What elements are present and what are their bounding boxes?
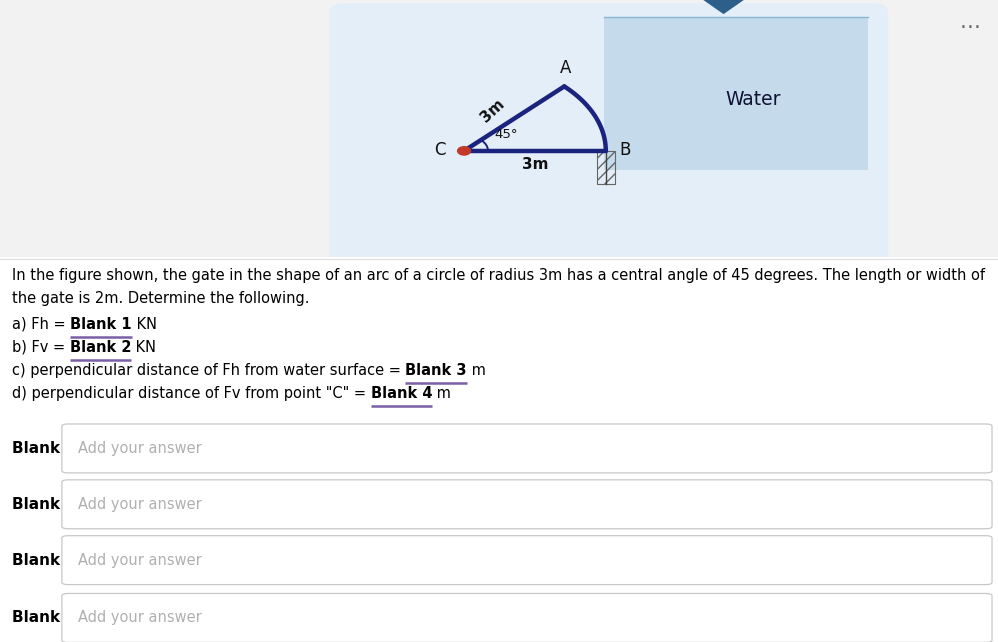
Text: C: C bbox=[434, 141, 446, 159]
Bar bbox=[604, 17, 868, 170]
Text: Blank 2: Blank 2 bbox=[70, 340, 131, 354]
Text: c) perpendicular distance of Fh from water surface =: c) perpendicular distance of Fh from wat… bbox=[12, 363, 405, 377]
Bar bbox=[597, 151, 615, 184]
Text: …: … bbox=[959, 12, 980, 31]
Text: 45°: 45° bbox=[494, 128, 518, 141]
Text: Blank 3: Blank 3 bbox=[12, 553, 76, 568]
Text: m: m bbox=[467, 363, 486, 377]
FancyBboxPatch shape bbox=[62, 424, 992, 473]
FancyBboxPatch shape bbox=[62, 535, 992, 585]
Text: 3m: 3m bbox=[477, 96, 507, 125]
Text: KN: KN bbox=[132, 317, 157, 331]
Text: Blank 1: Blank 1 bbox=[12, 441, 76, 456]
FancyBboxPatch shape bbox=[62, 593, 992, 642]
Text: d) perpendicular distance of Fv from point "C" =: d) perpendicular distance of Fv from poi… bbox=[12, 386, 370, 401]
Polygon shape bbox=[689, 0, 758, 14]
Text: A: A bbox=[560, 60, 571, 78]
Text: Blank 4: Blank 4 bbox=[12, 611, 76, 625]
Text: Blank 2: Blank 2 bbox=[12, 497, 76, 512]
FancyBboxPatch shape bbox=[62, 480, 992, 529]
Text: a) Fh =: a) Fh = bbox=[12, 317, 70, 331]
Text: the gate is 2m. Determine the following.: the gate is 2m. Determine the following. bbox=[12, 291, 309, 306]
Circle shape bbox=[457, 147, 471, 155]
Text: Add your answer: Add your answer bbox=[78, 611, 202, 625]
Text: B: B bbox=[620, 141, 631, 159]
Text: Blank 3: Blank 3 bbox=[405, 363, 467, 377]
Text: Blank 4: Blank 4 bbox=[370, 386, 432, 401]
Text: Add your answer: Add your answer bbox=[78, 441, 202, 456]
Text: Water: Water bbox=[726, 90, 781, 109]
Text: Blank 1: Blank 1 bbox=[70, 317, 132, 331]
Text: 3m: 3m bbox=[522, 157, 548, 173]
Text: m: m bbox=[432, 386, 451, 401]
Text: Add your answer: Add your answer bbox=[78, 553, 202, 568]
Text: KN: KN bbox=[131, 340, 157, 354]
Text: Add your answer: Add your answer bbox=[78, 497, 202, 512]
Text: In the figure shown, the gate in the shape of an arc of a circle of radius 3m ha: In the figure shown, the gate in the sha… bbox=[12, 268, 985, 283]
Text: b) Fv =: b) Fv = bbox=[12, 340, 70, 354]
FancyBboxPatch shape bbox=[329, 3, 888, 270]
